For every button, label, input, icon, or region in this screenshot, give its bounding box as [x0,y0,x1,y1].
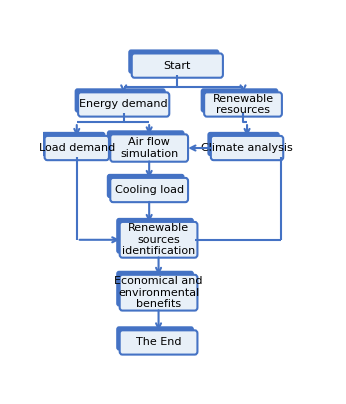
Text: Energy demand: Energy demand [79,99,168,109]
Text: Start: Start [164,61,191,71]
Text: Renewable
sources
identification: Renewable sources identification [122,223,195,257]
Text: Climate analysis: Climate analysis [201,143,293,153]
FancyBboxPatch shape [75,88,166,113]
FancyBboxPatch shape [120,275,198,311]
FancyBboxPatch shape [110,178,188,202]
FancyBboxPatch shape [201,88,279,113]
FancyBboxPatch shape [116,326,194,351]
FancyBboxPatch shape [132,53,223,78]
FancyBboxPatch shape [120,330,198,355]
FancyBboxPatch shape [110,135,188,162]
FancyBboxPatch shape [107,174,184,198]
FancyBboxPatch shape [116,271,194,307]
FancyBboxPatch shape [128,49,219,74]
Text: Economical and
environmental
benefits: Economical and environmental benefits [114,276,203,309]
FancyBboxPatch shape [120,222,198,258]
FancyBboxPatch shape [41,132,106,156]
Text: The End: The End [136,337,181,347]
FancyBboxPatch shape [45,136,109,160]
Text: Renewable
resources: Renewable resources [212,94,274,115]
FancyBboxPatch shape [107,130,184,158]
FancyBboxPatch shape [116,218,194,254]
FancyBboxPatch shape [78,93,169,117]
FancyBboxPatch shape [211,136,283,160]
FancyBboxPatch shape [207,132,280,156]
Text: Cooling load: Cooling load [115,185,184,195]
FancyBboxPatch shape [204,93,282,117]
Text: Air flow
simulation: Air flow simulation [120,137,178,159]
Text: Load demand: Load demand [39,143,115,153]
